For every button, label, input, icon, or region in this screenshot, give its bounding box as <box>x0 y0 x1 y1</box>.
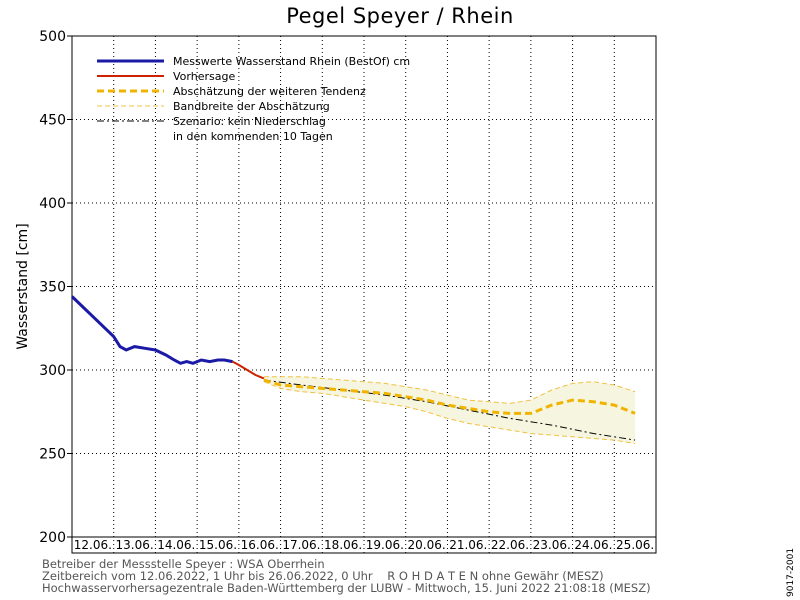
footer-timerange: Zeitbereich vom 12.06.2022, 1 Uhr bis 26… <box>42 569 604 583</box>
y-tick-label: 300 <box>39 363 66 379</box>
side-code: 9017-2001 <box>786 547 796 597</box>
x-tick-label: 12.06. <box>74 538 112 552</box>
band-layer <box>263 376 636 444</box>
footer-source: Hochwasservorhersagezentrale Baden-Württ… <box>42 581 651 595</box>
legend-label: Abschätzung der weiteren Tendenz <box>173 85 366 98</box>
grid-lines <box>72 36 656 553</box>
legend: Messwerte Wasserstand Rhein (BestOf) cm V… <box>97 55 410 143</box>
series-layer <box>70 295 636 441</box>
legend-label: Messwerte Wasserstand Rhein (BestOf) cm <box>173 55 410 68</box>
legend-label: Bandbreite der Abschätzung <box>173 100 330 113</box>
x-tick-label: 23.06. <box>533 538 571 552</box>
tendency-series-line <box>263 378 636 415</box>
footer-operator: Betreiber der Messstelle Speyer : WSA Ob… <box>42 557 325 571</box>
x-tick-label: 19.06. <box>366 538 404 552</box>
x-tick-label: 14.06. <box>157 538 195 552</box>
x-tick-label: 22.06. <box>491 538 529 552</box>
y-tick-label: 400 <box>39 196 66 212</box>
x-tick-label: 20.06. <box>407 538 445 552</box>
y-tick-label: 250 <box>39 447 66 463</box>
y-tick-label: 200 <box>39 530 66 546</box>
forecast-series-line <box>232 360 265 380</box>
x-tick-label: 17.06. <box>282 538 320 552</box>
band-upper-line <box>263 376 636 404</box>
scenario-series-line <box>263 379 636 441</box>
y-tick-label: 450 <box>39 113 66 129</box>
x-axis-ticks: 12.06. 13.06. 14.06. 15.06. 16.06. 17.06. 18.0… <box>74 538 654 552</box>
legend-label: in den kommenden 10 Tagen <box>173 130 333 143</box>
x-tick-label: 18.06. <box>324 538 362 552</box>
measured-series-line <box>70 295 233 365</box>
x-tick-label: 13.06. <box>115 538 153 552</box>
y-axis-ticks: 200 250 300 350 400 450 500 <box>39 29 72 546</box>
band-area <box>263 376 636 444</box>
x-tick-label: 15.06. <box>199 538 237 552</box>
y-tick-label: 350 <box>39 280 66 296</box>
x-tick-label: 25.06. <box>616 538 654 552</box>
legend-label: Vorhersage <box>173 70 235 83</box>
x-tick-label: 16.06. <box>241 538 279 552</box>
band-lower-line <box>263 381 636 444</box>
chart-title: Pegel Speyer / Rhein <box>286 4 514 28</box>
y-axis-label: Wasserstand [cm] <box>15 223 31 349</box>
legend-label: Szenario: kein Niederschlag <box>173 115 326 128</box>
x-tick-label: 21.06. <box>449 538 487 552</box>
y-tick-label: 500 <box>39 29 66 45</box>
x-tick-label: 24.06. <box>574 538 612 552</box>
